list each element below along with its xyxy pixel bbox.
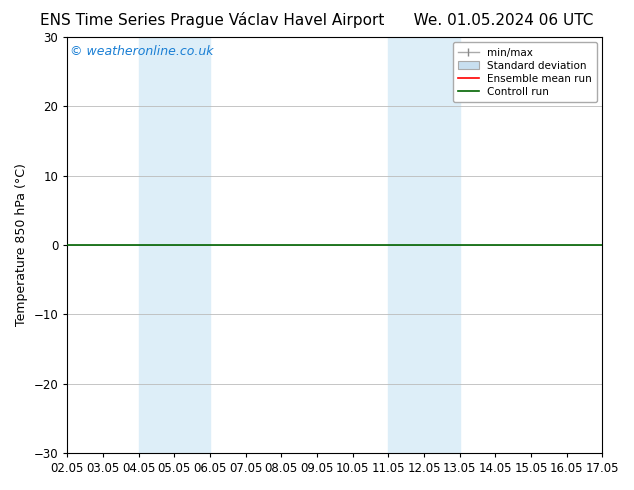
Bar (139, 37, 210, 453)
Text: © weatheronline.co.uk: © weatheronline.co.uk (70, 46, 214, 58)
Y-axis label: Temperature 850 hPa (°C): Temperature 850 hPa (°C) (15, 164, 28, 326)
Text: ENS Time Series Prague Václav Havel Airport      We. 01.05.2024 06 UTC: ENS Time Series Prague Václav Havel Airp… (41, 12, 593, 28)
Bar (388, 37, 460, 453)
Legend: min/max, Standard deviation, Ensemble mean run, Controll run: min/max, Standard deviation, Ensemble me… (453, 42, 597, 102)
